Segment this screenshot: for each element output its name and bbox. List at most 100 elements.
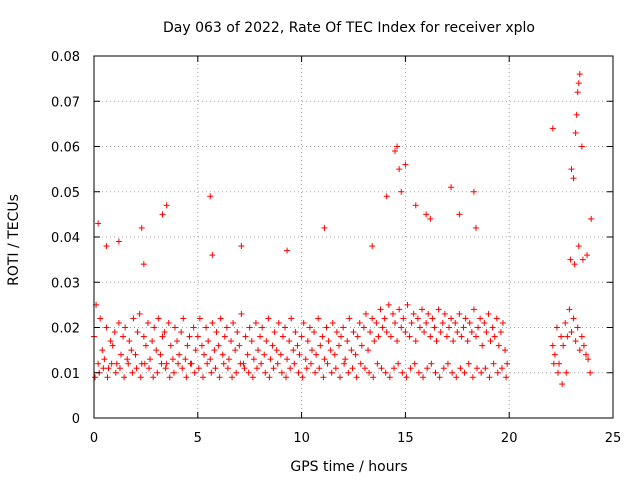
- data-point: [570, 315, 577, 322]
- data-point: [204, 360, 211, 367]
- data-point: [407, 365, 414, 372]
- data-point: [549, 125, 556, 132]
- data-point: [354, 333, 361, 340]
- data-point: [241, 365, 248, 372]
- data-point: [466, 319, 473, 326]
- data-point: [583, 351, 590, 358]
- data-point: [478, 369, 485, 376]
- data-point: [378, 365, 385, 372]
- y-tick-label: 0.08: [51, 50, 80, 65]
- data-point: [155, 315, 162, 322]
- data-point: [483, 329, 490, 336]
- data-point: [277, 351, 284, 358]
- data-point: [474, 365, 481, 372]
- data-point: [183, 374, 190, 381]
- data-point: [219, 351, 226, 358]
- data-point: [103, 243, 110, 250]
- data-point: [138, 224, 145, 231]
- data-point: [460, 324, 467, 331]
- data-point: [140, 261, 147, 268]
- data-point: [392, 148, 399, 155]
- data-point: [144, 319, 151, 326]
- data-point: [324, 360, 331, 367]
- data-point: [402, 161, 409, 168]
- data-point: [475, 324, 482, 331]
- data-point: [211, 347, 218, 354]
- data-point: [450, 338, 457, 345]
- data-point: [92, 374, 99, 381]
- data-point: [369, 315, 376, 322]
- data-point: [382, 369, 389, 376]
- data-point: [575, 243, 582, 250]
- data-point: [360, 324, 367, 331]
- data-point: [248, 338, 255, 345]
- data-point: [470, 306, 477, 313]
- data-point: [410, 310, 417, 317]
- data-point: [161, 329, 168, 336]
- data-point: [278, 369, 285, 376]
- data-point: [174, 338, 181, 345]
- data-point: [203, 324, 210, 331]
- data-point: [398, 188, 405, 195]
- data-point: [472, 224, 479, 231]
- data-point: [570, 175, 577, 182]
- data-point: [257, 333, 264, 340]
- data-point: [133, 365, 140, 372]
- data-point: [445, 324, 452, 331]
- data-point: [249, 374, 256, 381]
- data-point: [244, 351, 251, 358]
- x-tick-label: 20: [501, 431, 518, 446]
- data-point: [296, 351, 303, 358]
- data-point: [149, 338, 156, 345]
- data-point: [117, 351, 124, 358]
- data-point: [390, 365, 397, 372]
- data-point: [495, 342, 502, 349]
- data-point: [357, 360, 364, 367]
- tick-labels: 0 5 10 15 20 25 0 0.01 0.02 0.03 0.04 0.05 0.06 0.07 0…: [51, 50, 621, 446]
- data-point: [109, 342, 116, 349]
- data-point: [383, 329, 390, 336]
- data-point: [128, 347, 135, 354]
- data-point: [436, 374, 443, 381]
- data-point: [323, 324, 330, 331]
- data-point: [171, 324, 178, 331]
- data-point: [150, 374, 157, 381]
- data-point: [556, 360, 563, 367]
- data-point: [101, 356, 108, 363]
- data-point: [284, 247, 291, 254]
- data-point: [238, 243, 245, 250]
- data-point: [190, 324, 197, 331]
- data-point: [194, 333, 201, 340]
- data-point: [472, 333, 479, 340]
- data-point: [169, 356, 176, 363]
- data-point: [337, 374, 344, 381]
- data-point: [373, 319, 380, 326]
- data-point: [283, 374, 290, 381]
- axis-ticks: [93, 55, 614, 419]
- data-point: [464, 338, 471, 345]
- data-point: [394, 338, 401, 345]
- data-point: [299, 374, 306, 381]
- data-point: [233, 369, 240, 376]
- data-point: [497, 329, 504, 336]
- data-point: [217, 315, 224, 322]
- data-point: [267, 356, 274, 363]
- data-point: [493, 315, 500, 322]
- data-point: [550, 360, 557, 367]
- data-point: [325, 338, 332, 345]
- data-point: [302, 356, 309, 363]
- data-point: [352, 351, 359, 358]
- data-point: [425, 310, 432, 317]
- data-point: [461, 369, 468, 376]
- data-point: [406, 333, 413, 340]
- data-point: [165, 319, 172, 326]
- data-point: [578, 333, 585, 340]
- data-point: [212, 365, 219, 372]
- data-point: [281, 324, 288, 331]
- data-point: [449, 369, 456, 376]
- data-point: [563, 369, 570, 376]
- data-point: [574, 324, 581, 331]
- x-tick-label: 15: [397, 431, 414, 446]
- data-point: [179, 365, 186, 372]
- data-point: [375, 333, 382, 340]
